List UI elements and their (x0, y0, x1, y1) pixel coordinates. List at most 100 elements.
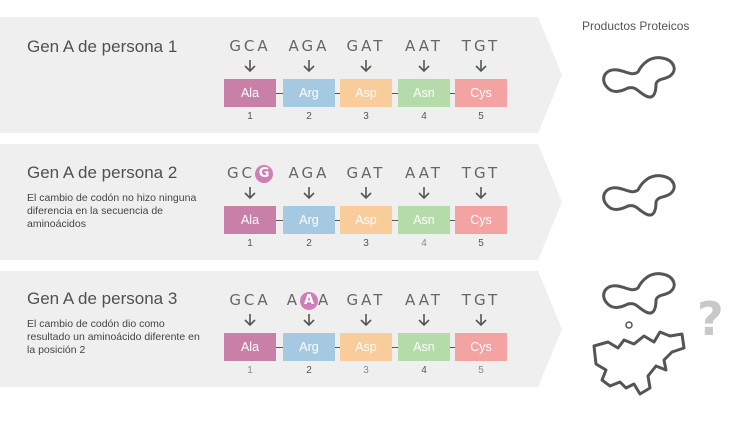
peptide-bond (335, 347, 340, 348)
down-arrow-icon (418, 314, 430, 327)
amino-acid-5: Cys (455, 333, 507, 361)
amino-acid-3: Asp (340, 79, 392, 107)
amino-acid-1: Ala (224, 206, 276, 234)
down-arrow-icon (303, 314, 315, 327)
down-arrow-icon (360, 60, 372, 73)
row-description: El cambio de codón no hizo ninguna difer… (27, 192, 197, 230)
peptide-bond (335, 93, 340, 94)
peptide-bond (450, 93, 455, 94)
position-number: 3 (363, 111, 369, 122)
codon-bases: AAT (405, 164, 443, 182)
position-number: 2 (306, 238, 312, 249)
row-person-1: Gen A de persona 1 GCA Ala 1 AGA Arg 2 GAT Asp 3… (0, 17, 738, 135)
peptide-bond (450, 347, 455, 348)
folded-protein-icon (602, 174, 676, 217)
codon-bases: TGT (461, 164, 501, 182)
codon-5: TGT (456, 37, 506, 55)
codon-3: GAT (341, 37, 391, 55)
amino-acid-5: Cys (455, 206, 507, 234)
position-number: 4 (421, 365, 427, 376)
products-header: Productos Proteicos (582, 19, 690, 33)
position-number: 3 (363, 238, 369, 249)
codon-4: AAT (399, 37, 449, 55)
transition-dot-icon (625, 321, 633, 329)
amino-acid-4: Asn (398, 79, 450, 107)
amino-acid-2: Arg (283, 333, 335, 361)
peptide-bond (392, 93, 398, 94)
gene-title: Gen A de persona 2 (27, 163, 178, 182)
amino-acid-2: Arg (283, 79, 335, 107)
codon-bases: AAT (405, 37, 443, 55)
position-number: 4 (421, 111, 427, 122)
peptide-bond (276, 220, 283, 221)
mutated-base: A (300, 292, 318, 310)
down-arrow-icon (244, 60, 256, 73)
amino-acid-1: Ala (224, 333, 276, 361)
codon-bases: A (286, 291, 300, 309)
codon-2: AGA (284, 37, 334, 55)
mutated-base: G (255, 165, 274, 183)
down-arrow-icon (475, 314, 487, 327)
codon-bases: GAT (346, 37, 386, 55)
codon-4: AAT (399, 164, 449, 182)
position-number: 5 (478, 365, 484, 376)
peptide-bond (392, 347, 398, 348)
codon-bases: TGT (461, 291, 501, 309)
down-arrow-icon (360, 187, 372, 200)
position-number: 5 (478, 238, 484, 249)
row-person-2: Gen A de persona 2 El cambio de codón no… (0, 144, 738, 262)
codon-bases: GCA (229, 37, 271, 55)
amino-acid-1: Ala (224, 79, 276, 107)
position-number: 1 (247, 238, 253, 249)
codon-2: AGA (284, 164, 334, 182)
down-arrow-icon (303, 60, 315, 73)
position-number: 2 (306, 365, 312, 376)
down-arrow-icon (244, 314, 256, 327)
peptide-bond (450, 220, 455, 221)
position-number: 5 (478, 111, 484, 122)
peptide-bond (392, 220, 398, 221)
codon-1: GC G (225, 164, 275, 183)
folded-protein-icon (602, 272, 676, 315)
down-arrow-icon (475, 60, 487, 73)
codon-5: TGT (456, 291, 506, 309)
position-number: 2 (306, 111, 312, 122)
misfolded-protein-icon (592, 330, 686, 396)
codon-1: GCA (225, 37, 275, 55)
codon-bases: GAT (346, 291, 386, 309)
amino-acid-2: Arg (283, 206, 335, 234)
codon-3: GAT (341, 164, 391, 182)
position-number: 3 (363, 365, 369, 376)
peptide-bond (276, 93, 283, 94)
amino-acid-5: Cys (455, 79, 507, 107)
codon-bases: TGT (461, 37, 501, 55)
codon-4: AAT (399, 291, 449, 309)
down-arrow-icon (418, 60, 430, 73)
peptide-bond (276, 347, 283, 348)
down-arrow-icon (303, 187, 315, 200)
question-mark-icon: ? (697, 292, 724, 346)
gene-title: Gen A de persona 1 (27, 37, 178, 56)
position-number: 1 (247, 111, 253, 122)
amino-acid-4: Asn (398, 206, 450, 234)
codon-bases: GCA (229, 291, 271, 309)
codon-bases: GC (226, 164, 256, 182)
codon-5: TGT (456, 164, 506, 182)
amino-acid-3: Asp (340, 333, 392, 361)
row-person-3: Gen A de persona 3 El cambio de codón di… (0, 271, 738, 389)
codon-bases: A (318, 291, 332, 309)
down-arrow-icon (360, 314, 372, 327)
codon-bases: AAT (405, 291, 443, 309)
codon-bases: AGA (288, 37, 330, 55)
folded-protein-icon (602, 56, 676, 99)
codon-1: GCA (225, 291, 275, 309)
position-number: 1 (247, 365, 253, 376)
gene-title: Gen A de persona 3 (27, 289, 178, 308)
codon-bases: GAT (346, 164, 386, 182)
row-description: El cambio de codón dio como resultado un… (27, 318, 200, 356)
codon-bases: AGA (288, 164, 330, 182)
down-arrow-icon (475, 187, 487, 200)
amino-acid-3: Asp (340, 206, 392, 234)
codon-3: GAT (341, 291, 391, 309)
